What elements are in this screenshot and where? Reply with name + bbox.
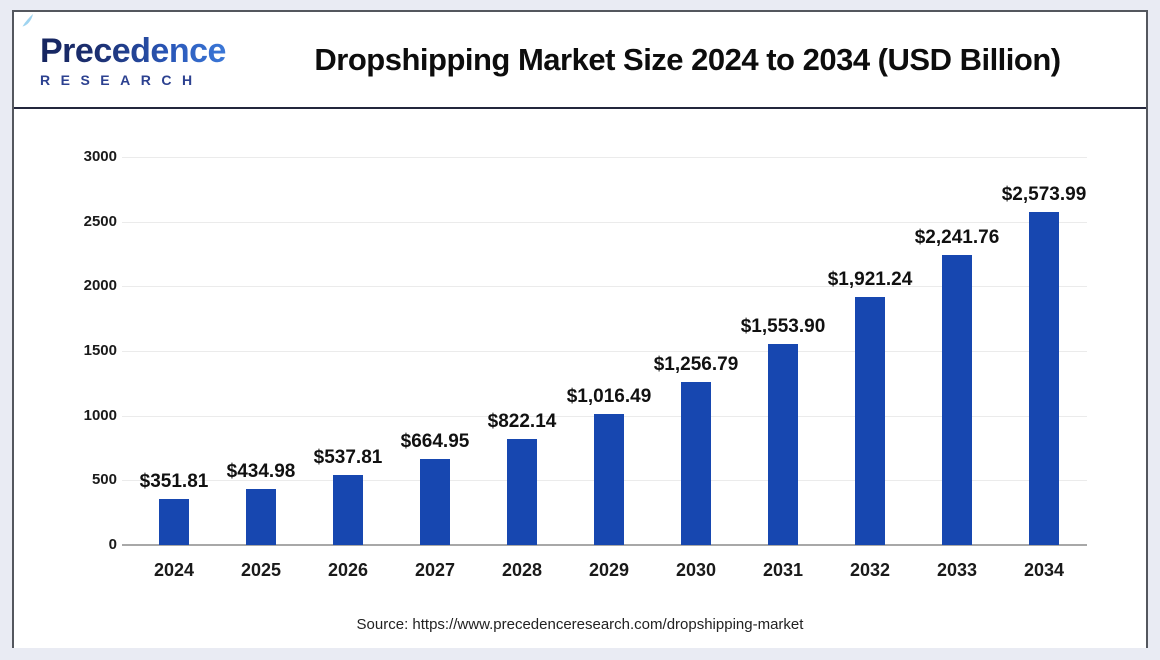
bar-value-label: $434.98: [226, 460, 296, 482]
chart-card: Precedence RESEARCH Dropshipping Market …: [12, 10, 1148, 648]
y-tick-label: 2000: [83, 277, 117, 295]
chart-title: Dropshipping Market Size 2024 to 2034 (U…: [314, 41, 1061, 77]
x-tick-label: 2026: [327, 560, 369, 580]
x-tick-label: 2032: [849, 560, 891, 580]
x-tick-label: 2031: [762, 560, 804, 580]
x-tick-label: 2027: [414, 560, 456, 580]
x-tick-label: 2024: [153, 560, 195, 580]
bar: [420, 458, 450, 545]
precedence-research-logo: Precedence RESEARCH: [22, 14, 245, 88]
bar: [768, 344, 798, 545]
bar-value-label: $822.14: [487, 410, 557, 432]
x-tick-label: 2025: [240, 560, 282, 580]
bar-value-label: $664.95: [400, 430, 470, 452]
bar: [594, 413, 624, 545]
y-tick-label: 500: [91, 471, 117, 489]
bar-value-label: $1,016.49: [566, 385, 652, 407]
y-tick-label: 0: [108, 536, 117, 553]
bar: [855, 296, 885, 545]
bar: [681, 382, 711, 545]
header: Precedence RESEARCH Dropshipping Market …: [14, 12, 1146, 107]
x-tick-label: 2034: [1023, 560, 1065, 580]
logo-wordmark: Precedence: [40, 31, 226, 70]
bar: [942, 255, 972, 545]
gridline: [122, 286, 1087, 288]
bar: [159, 499, 189, 545]
bar: [1029, 212, 1059, 545]
x-tick-label: 2033: [936, 560, 978, 580]
x-tick-label: 2029: [588, 560, 630, 580]
bar: [507, 438, 537, 545]
gridline: [122, 221, 1087, 223]
bar-value-label: $1,256.79: [653, 354, 739, 376]
bar-value-label: $351.81: [139, 471, 209, 493]
logo-subtitle: RESEARCH: [40, 71, 203, 88]
bar-value-label: $1,553.90: [740, 316, 826, 338]
source-text: Source: https://www.precedenceresearch.c…: [356, 616, 804, 633]
gridline: [122, 157, 1087, 158]
y-tick-label: 1500: [83, 342, 117, 359]
bar-value-label: $1,921.24: [827, 268, 913, 290]
bar-chart: 0 500 1000 1500 2000 2500 3000 $351.81 2024 $434.…: [14, 109, 1146, 648]
bar-value-label: $2,573.99: [1001, 184, 1087, 206]
y-tick-label: 3000: [83, 148, 117, 165]
bar-value-label: $537.81: [313, 447, 383, 469]
bar: [246, 488, 276, 545]
x-tick-label: 2030: [675, 560, 717, 580]
x-tick-label: 2028: [501, 560, 543, 580]
bar: [333, 475, 363, 545]
y-tick-label: 1000: [83, 406, 117, 424]
bar-value-label: $2,241.76: [914, 227, 1000, 249]
gridline: [122, 351, 1087, 352]
y-tick-label: 2500: [83, 212, 117, 230]
x-axis-line: [122, 544, 1087, 546]
logo-leaf-icon: [22, 14, 34, 27]
header-divider: [14, 107, 1146, 109]
